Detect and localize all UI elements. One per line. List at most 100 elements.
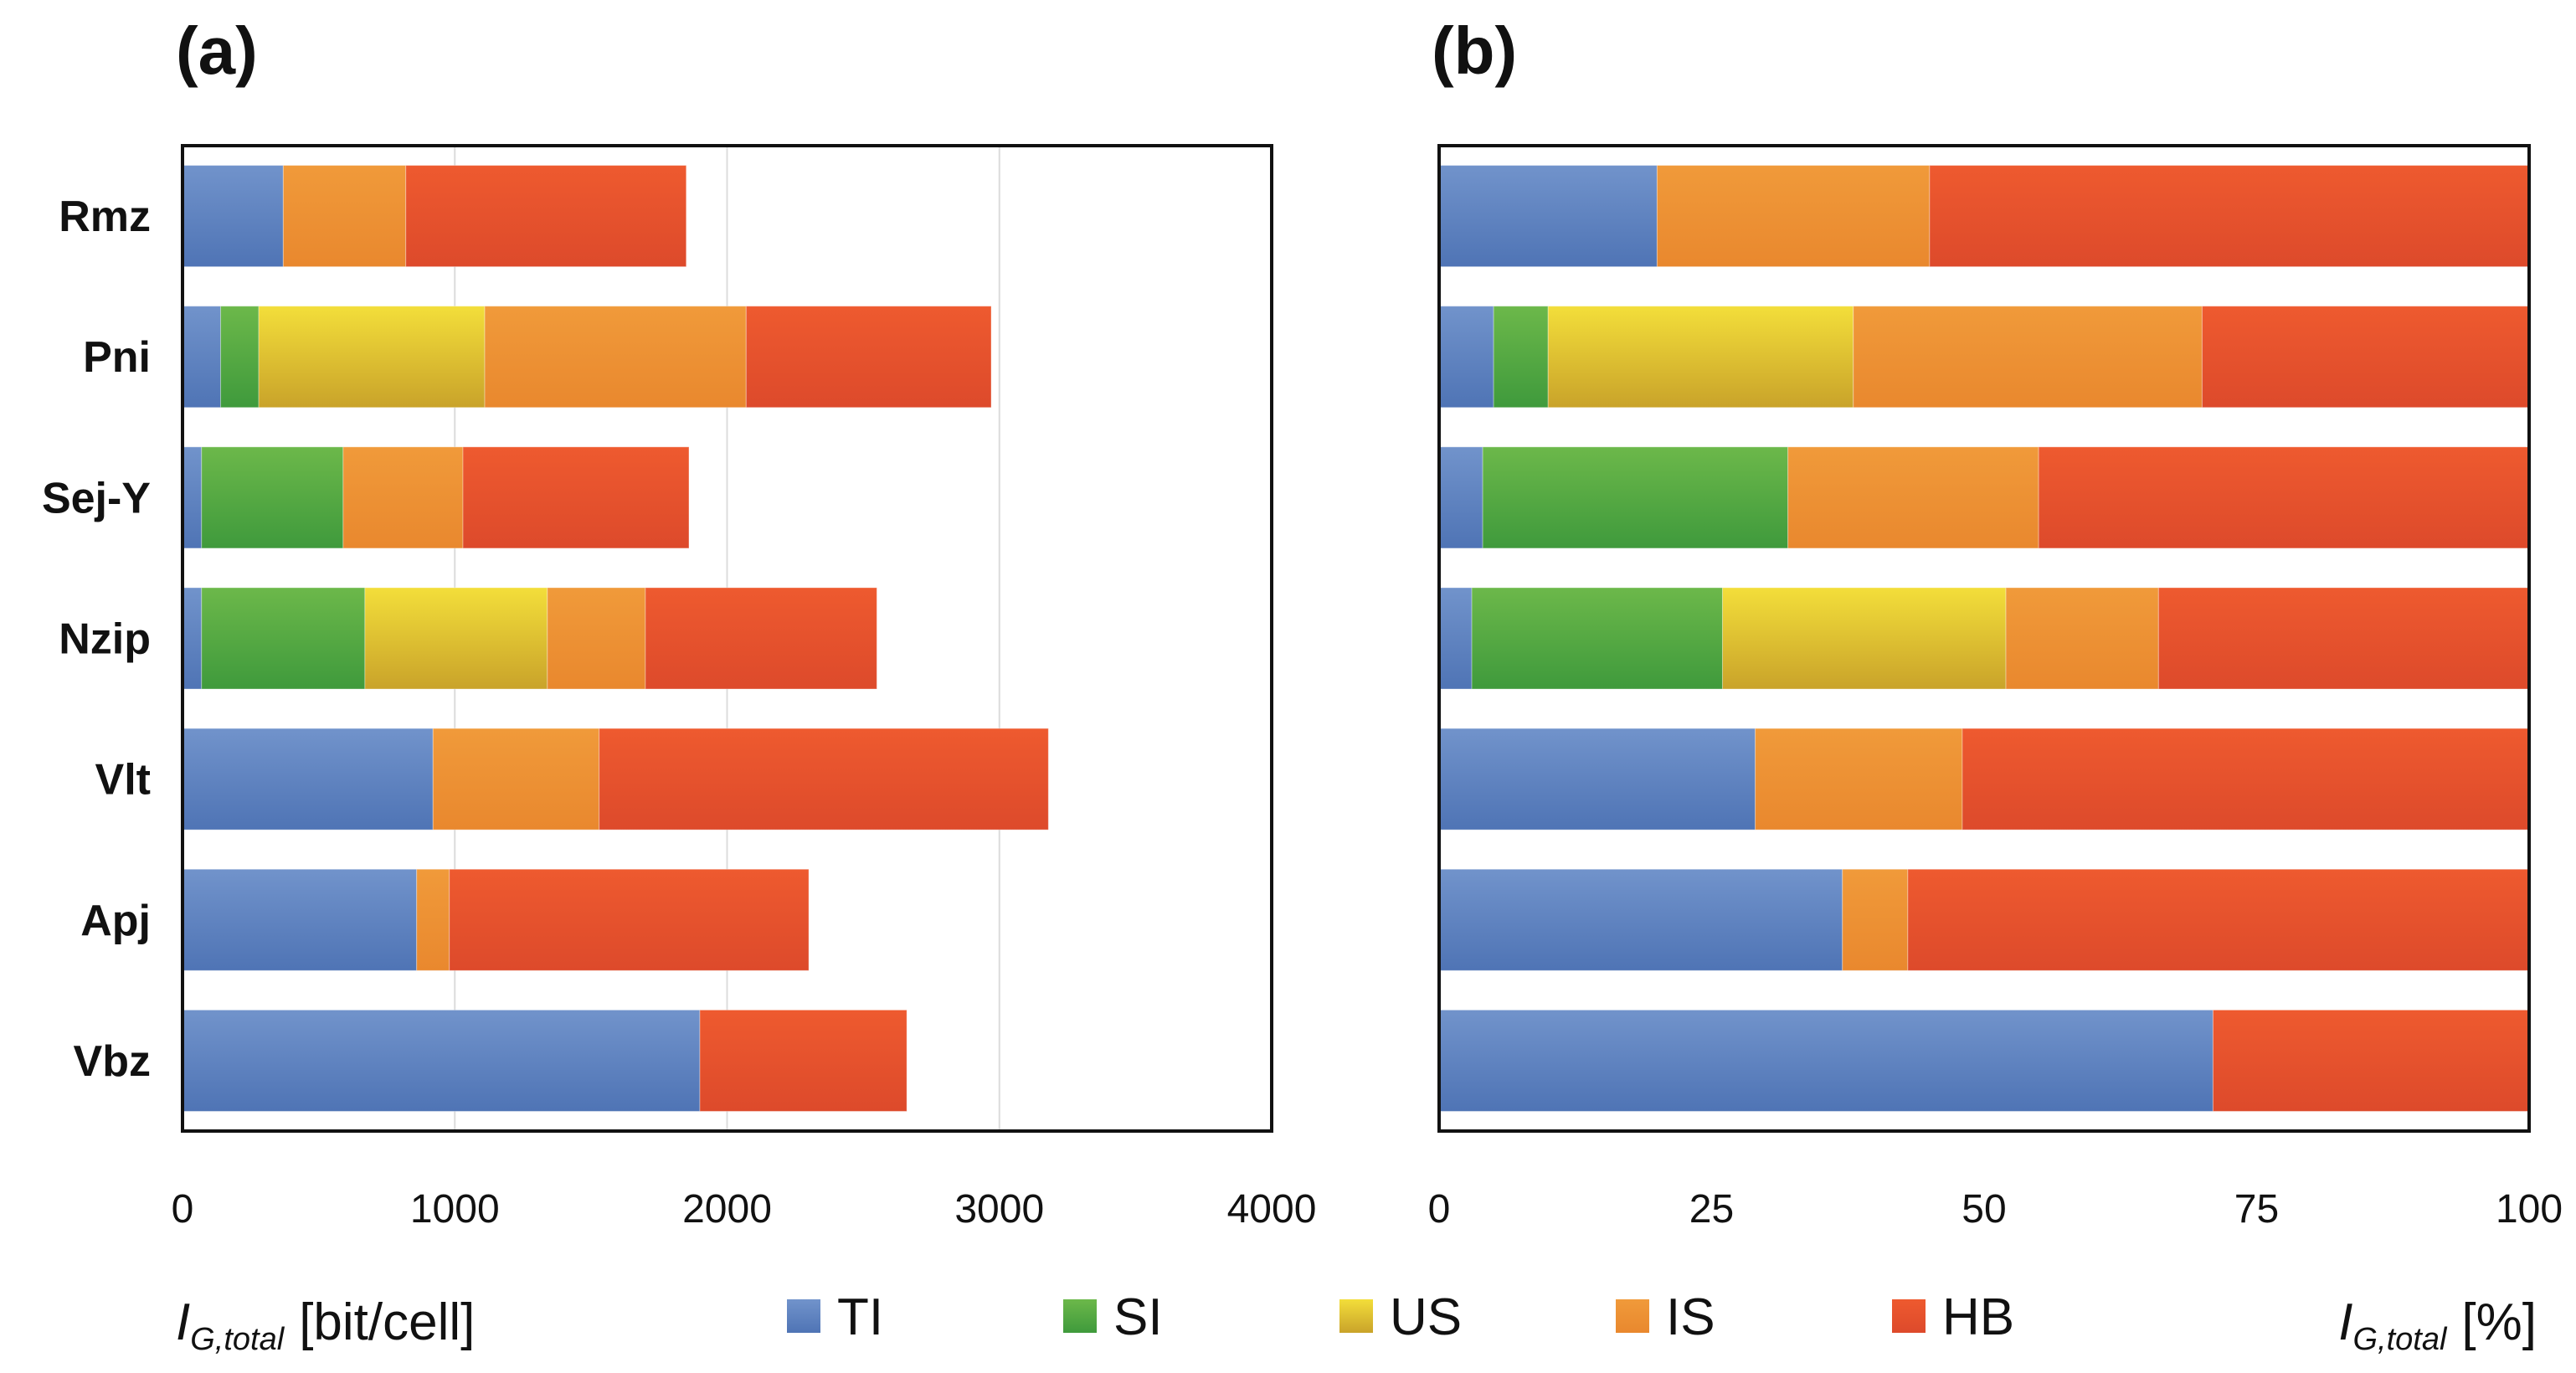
panel-b-bar-apj-hb [1907,868,2530,971]
panel-a-bar-apj [182,868,810,971]
panel-a-xlabel-sub: G,total [190,1322,285,1357]
legend-label-us: US [1390,1288,1462,1346]
panel-b-bar-vlt-is [1755,728,1963,830]
panel-b-xlabel-symbol: I [2338,1293,2352,1351]
panel-a-bar-vlt-is [432,728,600,830]
panel-b-bar-apj-is [1842,868,1909,971]
legend-item-hb: HB [1892,1288,2014,1346]
panel-a-bar-nzip-ti [182,587,203,690]
panel-b-xlabel-unit: [%] [2461,1293,2537,1351]
legend-label-ti: TI [837,1288,883,1346]
legend: TI SI US IS HB [787,1288,2014,1346]
panel-a-bar-pni [182,306,992,409]
panel-b-bar-rmz-is [1656,165,1931,268]
panel-b-bar-sej-y-si [1482,446,1789,549]
panel-b-tick-label: 75 [2234,1187,2279,1232]
panel-a-bar-pni-si [220,306,260,409]
panel-b-tick-label: 0 [1428,1187,1451,1232]
panel-a-bar-rmz [182,165,687,268]
panel-b-bar-nzip-ti [1438,587,1473,690]
category-label-vlt: Vlt [95,756,151,805]
panel-b-bar-sej-y-ti [1438,446,1483,549]
legend-swatch-si [1063,1299,1097,1333]
category-label-nzip: Nzip [59,615,151,664]
category-label-pni: Pni [83,333,151,382]
panel-a-bar-pni-is [484,306,747,409]
panel-b-bar-rmz [1438,165,2530,268]
panel-b-bar-pni-ti [1438,306,1494,409]
panel-b-letter: (b) [1432,13,1517,88]
panel-b-tick-label: 50 [1962,1187,2006,1232]
panel-a-bar-nzip-us [364,587,548,690]
panel-b-bar-pni-is [1853,306,2203,409]
panel-a-bar-vbz-hb [699,1009,908,1112]
panel-a-bar-sej-y-hb [462,446,690,549]
panel-b-bar-sej-y [1438,446,2530,549]
panel-b-bar-sej-y-hb [2038,446,2530,549]
panel-b-tick-label: 100 [2496,1187,2563,1232]
panel-b-tick-label: 25 [1689,1187,1734,1232]
panel-b-bar-vbz-hb [2212,1009,2530,1112]
panel-a-bar-pni-ti [182,306,222,409]
panel-a-bar-nzip-si [201,587,366,690]
panel-a-bar-rmz-hb [405,165,687,268]
legend-swatch-us [1339,1299,1373,1333]
panel-b-bar-nzip-us [1722,587,2007,690]
legend-item-is: IS [1616,1288,1715,1346]
panel-a: 0 1000 2000 3000 4000 Rmz Pni Sej-Y Nzip Vlt Apj V… [42,144,1317,1357]
panel-b-bar-nzip-si [1471,587,1724,690]
panel-a-bar-pni-hb [745,306,992,409]
panel-a-bar-sej-y-ti [182,446,203,549]
panel-a-letter: (a) [176,13,258,88]
panel-a-bar-vlt [182,728,1049,830]
legend-item-us: US [1339,1288,1462,1346]
panel-b-bar-vlt [1438,728,2530,830]
panel-b-bar-apj [1438,868,2530,971]
legend-label-hb: HB [1942,1288,2014,1346]
panel-b-bar-nzip-hb [2157,587,2530,690]
category-label-apj: Apj [80,897,151,945]
category-label-rmz: Rmz [59,193,151,241]
panel-b-bar-sej-y-is [1787,446,2039,549]
panel-b-xlabel: IG,total [%] [2338,1293,2537,1357]
panel-a-bar-nzip [182,587,877,690]
panel-a-xlabel: IG,total [bit/cell] [176,1293,475,1357]
panel-b-bar-apj-ti [1438,868,1843,971]
panel-a-tick-label: 3000 [954,1187,1044,1232]
panel-b-bar-nzip [1438,587,2530,690]
panel-a-bar-vbz [182,1009,908,1112]
panel-b-bar-rmz-hb [1929,165,2530,268]
panel-a-bar-rmz-is [282,165,407,268]
panel-a-bar-apj-ti [182,868,418,971]
panel-a-bar-sej-y [182,446,690,549]
panel-b-bar-nzip-is [2005,587,2159,690]
panel-a-bar-vlt-ti [182,728,434,830]
panel-b-bar-pni-hb [2201,306,2530,409]
panel-a-bar-vlt-hb [599,728,1049,830]
panel-b-bar-vbz-ti [1438,1009,2214,1112]
panel-a-bar-sej-y-si [201,446,344,549]
category-label-vbz: Vbz [74,1037,151,1086]
panel-a-bar-apj-hb [449,868,810,971]
legend-item-si: SI [1063,1288,1163,1346]
panel-a-bar-vbz-ti [182,1009,701,1112]
panel-a-bar-nzip-is [547,587,646,690]
panel-a-frame [181,144,1273,1133]
panel-a-bar-pni-us [258,306,486,409]
category-label-sej-y: Sej-Y [42,474,151,522]
panel-a-bar-nzip-hb [645,587,877,690]
legend-swatch-ti [787,1299,820,1333]
panel-a-tick-label: 4000 [1227,1187,1317,1232]
panel-a-bar-rmz-ti [182,165,284,268]
panel-b-frame [1437,144,2531,1133]
panel-a-xlabel-unit: [bit/cell] [299,1293,475,1351]
panel-b-bar-vbz [1438,1009,2530,1112]
panel-b-bar-vlt-ti [1438,728,1756,830]
panel-a-bar-apj-is [416,868,450,971]
panel-b-bar-vlt-hb [1962,728,2530,830]
legend-swatch-hb [1892,1299,1926,1333]
legend-label-is: IS [1666,1288,1715,1346]
panel-b: 0 25 50 75 100 IG,total [%] [1428,144,2563,1357]
panel-a-xlabel-symbol: I [176,1293,190,1351]
